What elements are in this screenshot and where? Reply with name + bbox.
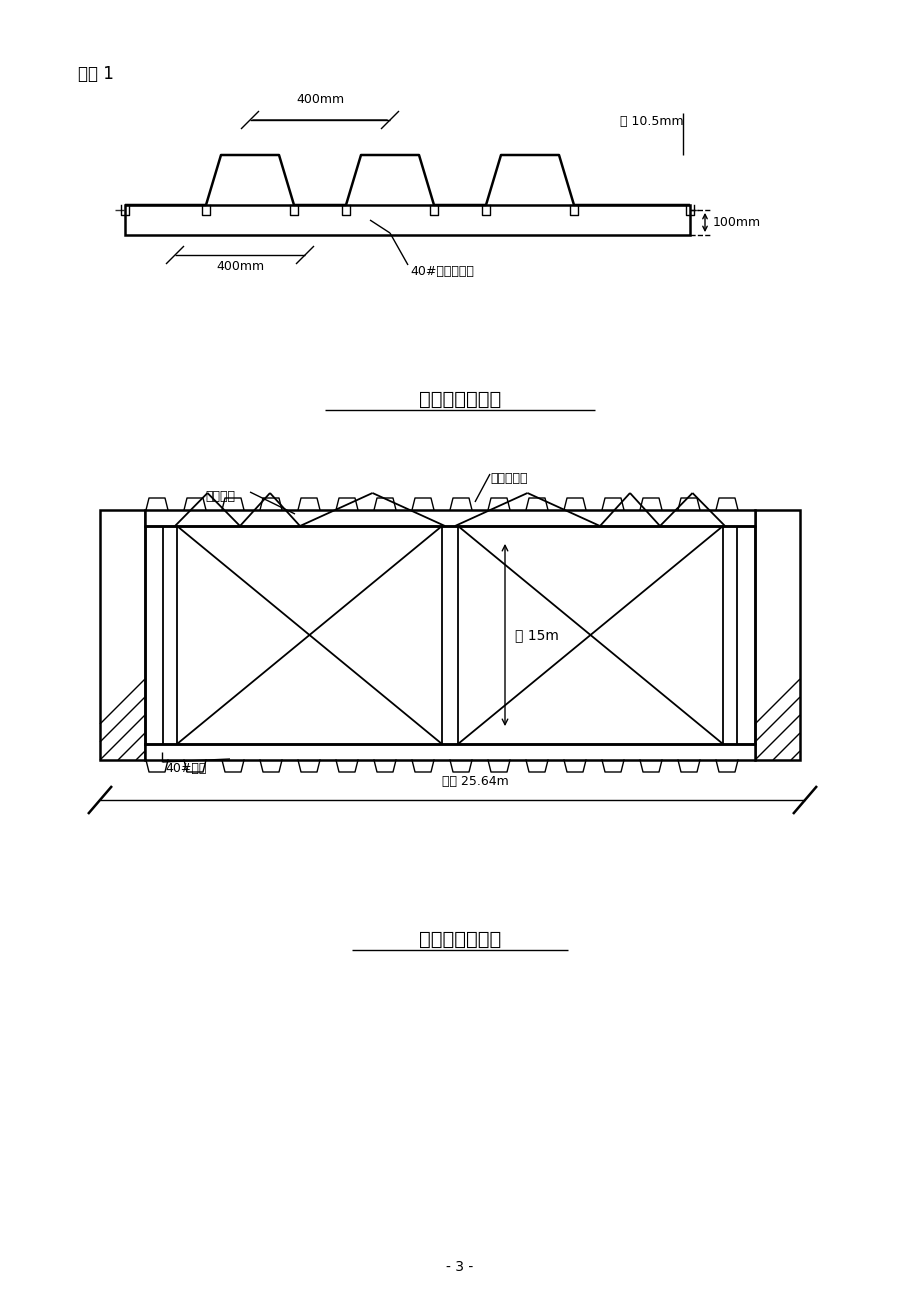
Bar — [145, 743, 754, 760]
Bar — [100, 510, 145, 760]
Text: 支撑钢管: 支撑钢管 — [205, 490, 234, 503]
Bar — [125, 204, 689, 234]
Text: 40#工字钢围檩: 40#工字钢围檩 — [410, 266, 473, 279]
Text: 拉森钢板桩: 拉森钢板桩 — [490, 473, 527, 486]
Bar — [145, 510, 754, 526]
Text: 厚 10.5mm: 厚 10.5mm — [619, 115, 683, 128]
Text: 宽 15m: 宽 15m — [515, 628, 558, 642]
Text: 钢板桩搭接大样: 钢板桩搭接大样 — [418, 391, 501, 409]
Text: 全长 25.64m: 全长 25.64m — [442, 775, 509, 788]
Text: - 3 -: - 3 - — [446, 1260, 473, 1273]
Text: 400mm: 400mm — [216, 260, 264, 273]
Text: 400mm: 400mm — [296, 92, 344, 105]
Bar — [754, 510, 800, 760]
Text: 基坑支护平面图: 基坑支护平面图 — [418, 930, 501, 949]
Text: 100mm: 100mm — [712, 216, 760, 229]
Text: 40#围檩: 40#围檩 — [165, 762, 206, 775]
Text: 附图 1: 附图 1 — [78, 65, 114, 83]
